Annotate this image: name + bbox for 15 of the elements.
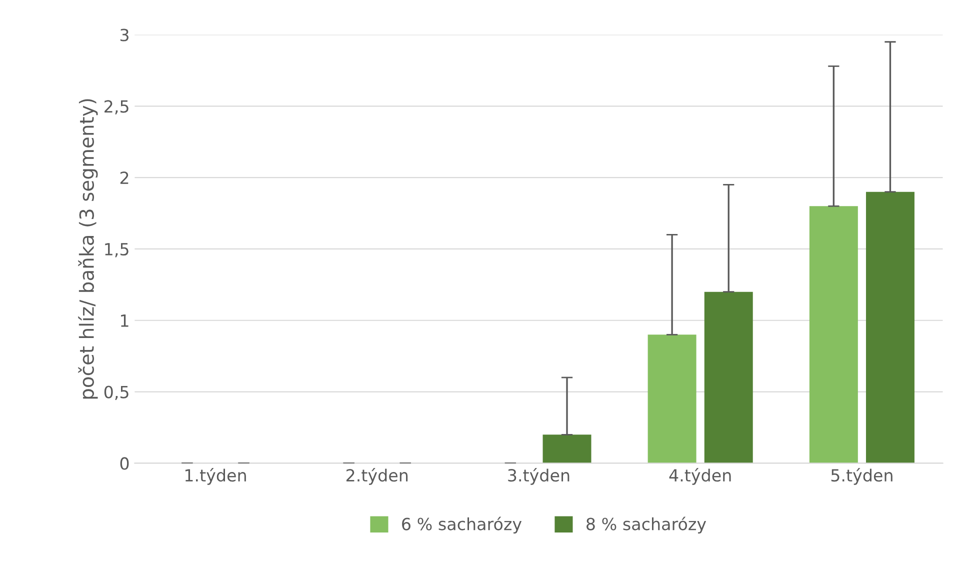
y-tick-label: 0,5 [104,386,128,400]
x-tick-label: 4.týden [669,468,731,485]
legend-label: 6 % sacharózy [402,516,522,534]
x-tick-label: 2.týden [346,468,408,485]
y-tick-label: 1,5 [105,243,128,258]
y-tick-label: 1 [121,314,128,327]
legend-label: 8 % sacharózy [586,516,706,534]
x-tick-label: 3.týden [508,468,570,485]
y-tick-label: 0 [120,457,129,470]
x-tick-label: 1.týden [185,468,246,485]
x-tick-label: 5.týden [831,468,892,485]
y-tick-label: 3 [120,28,128,42]
y-axis-title: počet hlíz/ baňka (3 segmenty) [78,99,98,399]
y-tick-label: 2 [120,172,128,184]
y-tick-label: 2,5 [104,100,128,114]
